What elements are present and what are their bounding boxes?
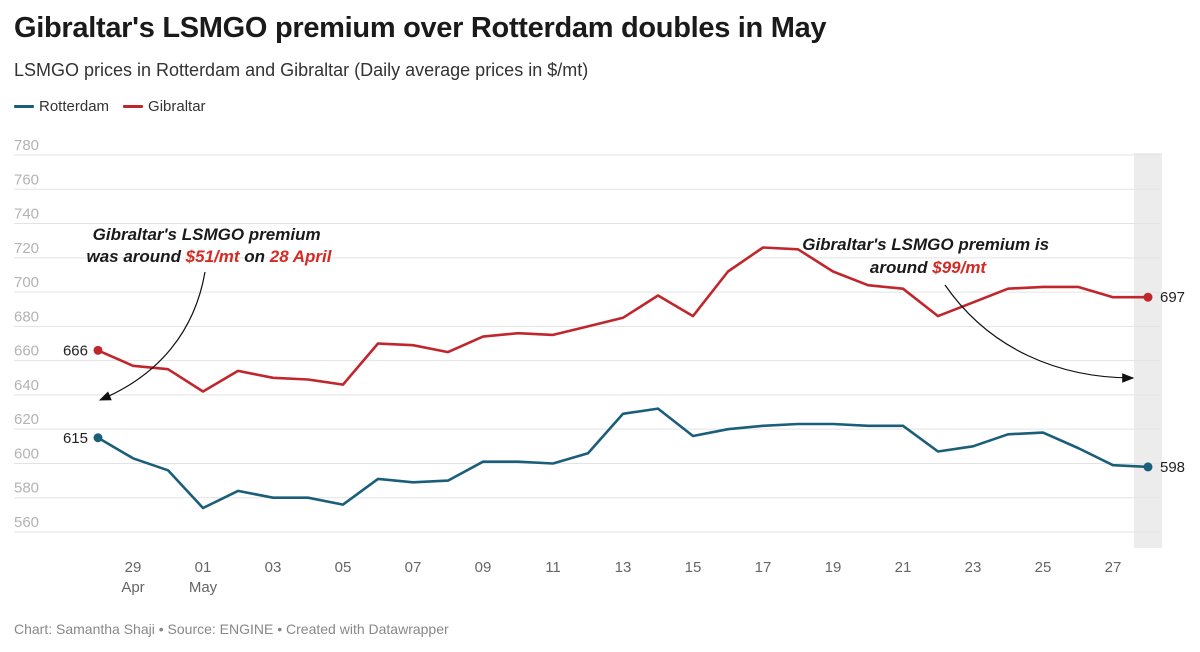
legend-label-gibraltar: Gibraltar bbox=[148, 98, 206, 115]
data-point-gibraltar-start bbox=[93, 345, 103, 355]
y-tick-label: 580 bbox=[14, 480, 39, 497]
y-tick-label: 740 bbox=[14, 206, 39, 223]
x-tick-label: 15 bbox=[685, 559, 702, 576]
annotation-left-arrow bbox=[98, 271, 206, 401]
y-tick-label: 780 bbox=[14, 137, 39, 154]
highlight-band bbox=[1134, 153, 1162, 548]
annotation-left-line1: Gibraltar's LSMGO premium bbox=[93, 225, 321, 244]
series-line-gibraltar bbox=[96, 246, 1150, 393]
y-tick-label: 600 bbox=[14, 445, 39, 462]
y-tick-label: 680 bbox=[14, 308, 39, 325]
legend-item-rotterdam: Rotterdam bbox=[14, 98, 109, 115]
x-tick-label: 17 bbox=[755, 559, 772, 576]
legend-swatch-gibraltar bbox=[123, 105, 144, 108]
annotation-left-text: was around bbox=[86, 247, 185, 266]
series-line-rotterdam bbox=[96, 407, 1150, 510]
x-tick-label: 19 bbox=[825, 559, 842, 576]
x-tick-sublabel: Apr bbox=[121, 579, 144, 596]
x-tick-label: 27 bbox=[1105, 559, 1122, 576]
annotation-right-text: around bbox=[870, 258, 932, 277]
x-tick-label: 05 bbox=[335, 559, 352, 576]
annotation-left-line2: was around $51/mt on 28 April bbox=[86, 247, 332, 266]
legend-label-rotterdam: Rotterdam bbox=[39, 98, 110, 115]
y-tick-label: 560 bbox=[14, 514, 39, 531]
y-tick-label: 620 bbox=[14, 411, 39, 428]
chart-title: Gibraltar's LSMGO premium over Rotterdam… bbox=[14, 12, 827, 44]
x-tick-label: 07 bbox=[405, 559, 422, 576]
x-tick-label: 01 bbox=[195, 559, 212, 576]
x-tick-label: 09 bbox=[475, 559, 492, 576]
chart-subtitle: LSMGO prices in Rotterdam and Gibraltar … bbox=[14, 60, 589, 80]
chart-footer: Chart: Samantha Shaji • Source: ENGINE •… bbox=[14, 621, 449, 637]
annotation-right: Gibraltar's LSMGO premium is around $99/… bbox=[802, 235, 1054, 277]
annotation-right-arrow bbox=[944, 284, 1135, 383]
y-tick-label: 660 bbox=[14, 343, 39, 360]
x-tick-label: 21 bbox=[895, 559, 912, 576]
legend: Rotterdam Gibraltar bbox=[14, 98, 206, 115]
annotation-right-line1: Gibraltar's LSMGO premium is bbox=[802, 235, 1049, 254]
annotation-left-premium: $51/mt bbox=[185, 247, 241, 266]
annotation-left: Gibraltar's LSMGO premium was around $51… bbox=[86, 225, 332, 266]
x-tick-label: 13 bbox=[615, 559, 632, 576]
data-point-rotterdam-start bbox=[93, 433, 103, 443]
y-tick-label: 640 bbox=[14, 377, 39, 394]
x-tick-label: 25 bbox=[1035, 559, 1052, 576]
x-tick-label: 03 bbox=[265, 559, 282, 576]
y-tick-label: 700 bbox=[14, 274, 39, 291]
start-value-label-rotterdam: 615 bbox=[63, 430, 88, 447]
data-point-rotterdam-end bbox=[1143, 462, 1153, 472]
annotation-right-premium: $99/mt bbox=[931, 258, 987, 277]
legend-swatch-rotterdam bbox=[14, 105, 34, 108]
x-tick-label: 11 bbox=[545, 559, 561, 576]
data-point-gibraltar-end bbox=[1143, 292, 1153, 302]
end-value-label-rotterdam: 598 bbox=[1160, 459, 1185, 476]
y-tick-label: 720 bbox=[14, 240, 39, 257]
y-tick-label: 760 bbox=[14, 171, 39, 188]
x-tick-label: 23 bbox=[965, 559, 982, 576]
x-tick-label: 29 bbox=[125, 559, 142, 576]
start-value-label-gibraltar: 666 bbox=[63, 342, 88, 359]
x-tick-sublabel: May bbox=[189, 579, 218, 596]
annotation-right-line2: around $99/mt bbox=[870, 258, 988, 277]
legend-item-gibraltar: Gibraltar bbox=[123, 98, 206, 115]
annotation-left-on: on bbox=[240, 247, 270, 266]
end-value-label-gibraltar: 697 bbox=[1160, 289, 1185, 306]
annotation-left-date: 28 April bbox=[269, 247, 333, 266]
